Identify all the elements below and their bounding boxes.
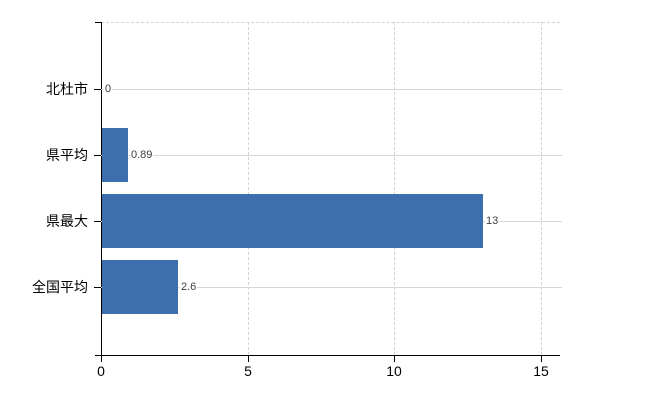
x-axis-tick [101, 356, 102, 362]
value-label: 2.6 [180, 280, 198, 294]
y-axis-top-tick [95, 22, 101, 23]
category-tick [94, 155, 101, 156]
x-axis-tick [541, 356, 542, 362]
bar [102, 194, 483, 248]
x-axis-line [95, 355, 560, 356]
x-gridline [394, 22, 395, 355]
category-gridline [101, 89, 562, 90]
bar [102, 128, 128, 182]
plot-top-border [101, 22, 560, 23]
x-axis-tick [394, 356, 395, 362]
category-label: 全国平均 [32, 279, 88, 295]
category-tick [94, 89, 101, 90]
x-axis-tick [248, 356, 249, 362]
x-tick-label: 15 [533, 363, 549, 379]
value-label: 0.89 [130, 148, 154, 162]
x-tick-label: 5 [244, 363, 252, 379]
category-tick [94, 287, 101, 288]
category-gridline [101, 155, 562, 156]
value-label: 13 [485, 214, 500, 228]
category-label: 県平均 [46, 147, 88, 163]
y-axis-line [101, 22, 102, 356]
x-tick-label: 0 [97, 363, 105, 379]
category-tick [94, 221, 101, 222]
x-tick-label: 10 [386, 363, 402, 379]
bar [102, 260, 178, 314]
category-label: 北杜市 [46, 81, 88, 97]
category-label: 県最大 [46, 213, 88, 229]
x-gridline [248, 22, 249, 355]
x-gridline [541, 22, 542, 355]
category-gridline [101, 287, 562, 288]
value-label: 0 [104, 82, 113, 96]
